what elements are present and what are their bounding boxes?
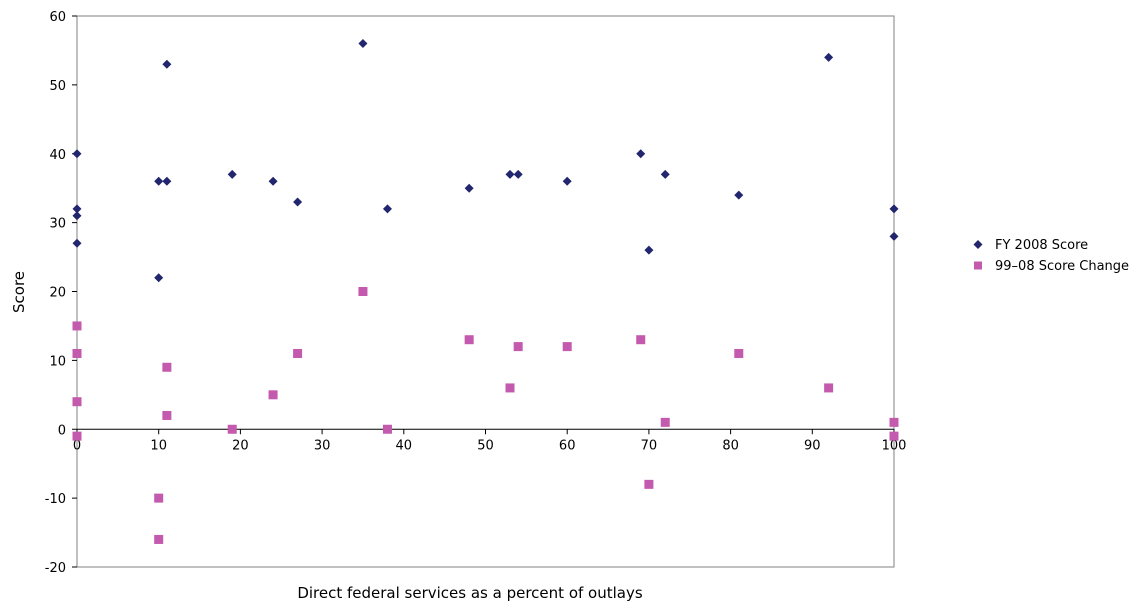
- legend-diamond-marker: [973, 240, 983, 249]
- fy-2008-score-point: [660, 169, 670, 179]
- x-tick-label: 40: [396, 438, 413, 453]
- fy-2008-score-point: [162, 176, 172, 186]
- score-change-point: [636, 335, 646, 345]
- score-change-point: [382, 424, 392, 434]
- score-change-point: [513, 342, 523, 352]
- data-points: [72, 39, 899, 544]
- y-axis: -20 -10 0 10 20 30 40 50 60: [45, 10, 77, 576]
- x-tick-label: 80: [722, 438, 739, 453]
- legend: FY 2008 Score 99–08 Score Change: [973, 238, 1129, 274]
- score-change-point: [464, 335, 474, 345]
- x-tick-label: 50: [477, 438, 494, 453]
- score-change-point: [72, 397, 82, 407]
- fy-2008-score-point: [154, 176, 164, 186]
- score-change-point: [644, 479, 654, 489]
- fy-2008-score-point: [293, 197, 303, 207]
- score-change-point: [72, 321, 82, 331]
- fy-2008-score-point: [154, 273, 164, 283]
- score-change-point: [227, 424, 237, 434]
- fy-2008-score-point: [358, 39, 368, 49]
- fy-2008-score-point: [636, 149, 646, 159]
- score-change-point: [734, 348, 744, 358]
- score-change-point: [562, 342, 572, 352]
- y-tick-label: 30: [49, 217, 66, 232]
- legend-label-99-08-score-change: 99–08 Score Change: [995, 259, 1129, 274]
- legend-item-99-08-score-change: 99–08 Score Change: [974, 259, 1129, 274]
- x-tick-label: 70: [641, 438, 658, 453]
- x-tick-label: 60: [559, 438, 576, 453]
- y-tick-label: -10: [45, 492, 66, 507]
- legend-square-marker: [974, 261, 982, 270]
- fy-2008-score-point: [464, 183, 474, 193]
- score-change-point: [824, 383, 834, 393]
- score-change-point: [268, 390, 278, 400]
- x-axis: 0 10 20 30 40 50 60 70 80 90 100: [73, 428, 907, 453]
- fy-2008-score-point: [268, 176, 278, 186]
- x-axis-title: Direct federal services as a percent of …: [297, 584, 643, 602]
- score-change-point: [162, 362, 172, 372]
- x-tick-label: 20: [232, 438, 249, 453]
- score-change-point: [660, 417, 670, 427]
- y-tick-label: 40: [49, 148, 66, 163]
- x-tick-label: 90: [804, 438, 821, 453]
- y-tick-label: 60: [49, 10, 66, 25]
- fy-2008-score-point: [505, 169, 515, 179]
- x-tick-label: 10: [150, 438, 167, 453]
- fy-2008-score-point: [644, 245, 654, 255]
- fy-2008-score-point: [72, 211, 82, 221]
- x-tick-label: 100: [882, 438, 907, 453]
- y-axis-title: Score: [10, 271, 28, 313]
- y-tick-label: 10: [49, 354, 66, 369]
- fy-2008-score-point: [889, 204, 899, 214]
- x-tick-label: 0: [73, 438, 81, 453]
- fy-2008-score-point: [72, 204, 82, 214]
- score-change-point: [162, 410, 172, 420]
- fy-2008-score-point: [889, 231, 899, 241]
- score-change-point: [154, 493, 164, 503]
- score-change-point: [889, 431, 899, 441]
- legend-item-fy-2008-score: FY 2008 Score: [973, 238, 1088, 253]
- fy-2008-score-point: [382, 204, 392, 214]
- y-tick-label: -20: [45, 561, 66, 576]
- y-tick-label: 50: [49, 79, 66, 94]
- fy-2008-score-point: [72, 238, 82, 248]
- y-tick-label: 0: [58, 423, 66, 438]
- score-change-point: [154, 534, 164, 544]
- fy-2008-score-point: [162, 59, 172, 69]
- fy-2008-score-point: [227, 169, 237, 179]
- score-change-point: [72, 431, 82, 441]
- x-tick-label: 30: [314, 438, 331, 453]
- fy-2008-score-point: [734, 190, 744, 200]
- fy-2008-score-point: [72, 149, 82, 159]
- fy-2008-score-point: [562, 176, 572, 186]
- score-change-point: [293, 348, 303, 358]
- score-change-point: [889, 417, 899, 427]
- fy-2008-score-point: [824, 52, 834, 62]
- fy-2008-score-point: [513, 169, 523, 179]
- score-change-point: [358, 287, 368, 296]
- y-tick-label: 20: [49, 286, 66, 301]
- plot-area: [76, 15, 895, 568]
- score-change-point: [505, 383, 515, 393]
- score-change-point: [72, 348, 82, 358]
- legend-label-fy-2008-score: FY 2008 Score: [995, 238, 1088, 253]
